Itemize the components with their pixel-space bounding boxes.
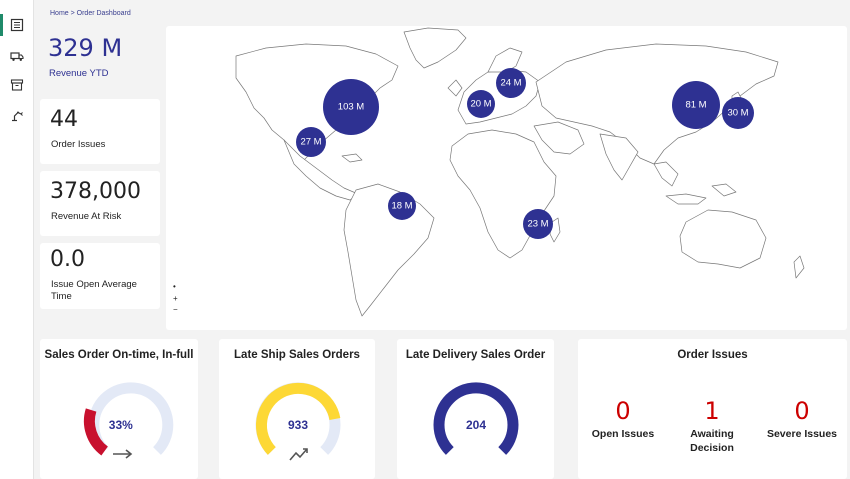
bubble-south-africa[interactable]: 23 M: [523, 209, 553, 239]
svg-text:27 M: 27 M: [300, 137, 321, 148]
gauge-fill: [83, 408, 109, 456]
svg-text:20 M: 20 M: [470, 99, 491, 110]
nav-item-orders[interactable]: [0, 12, 34, 38]
severe-issues-stat[interactable]: 0 Severe Issues: [757, 397, 847, 441]
trending-up-icon: [289, 448, 308, 461]
kpi-label: Issue Open Average Time: [51, 279, 137, 302]
svg-text:18 M: 18 M: [391, 201, 412, 212]
kpi-value: 44: [50, 107, 78, 132]
nav-item-shipping[interactable]: [0, 43, 34, 69]
gauge-card-late-delivery[interactable]: Late Delivery Sales Order 204: [397, 339, 554, 479]
map-canvas[interactable]: 103 M 27 M 18 M 20 M 24 M 23 M: [166, 26, 847, 330]
truck-icon: [10, 52, 24, 61]
kpi-order-issues: 44 Order Issues: [40, 99, 160, 164]
svg-text:103 M: 103 M: [338, 102, 364, 113]
zoom-reset[interactable]: •: [173, 282, 176, 291]
flat-arrow-icon: [113, 449, 133, 459]
svg-text:23 M: 23 M: [527, 219, 548, 230]
card-title: Order Issues: [677, 349, 748, 361]
kpi-label: Order Issues: [51, 139, 106, 150]
kpi-label: Revenue At Risk: [51, 211, 122, 222]
open-issues-stat[interactable]: 0 Open Issues: [578, 397, 668, 441]
ontime-gauge: 33%: [83, 382, 174, 459]
kpi-label: Revenue YTD: [49, 68, 109, 79]
card-title: Sales Order On-time, In-full: [44, 349, 194, 361]
gauge-value: 933: [288, 418, 308, 432]
kpi-value: 329 M: [48, 34, 123, 62]
stat-value: 1: [704, 397, 720, 425]
awaiting-decision-stat[interactable]: 1 Awaiting Decision: [667, 397, 757, 455]
gauge-card-late-ship[interactable]: Late Ship Sales Orders 933: [219, 339, 375, 479]
world-map[interactable]: 103 M 27 M 18 M 20 M 24 M 23 M: [166, 26, 847, 330]
bubble-japan[interactable]: 30 M: [722, 97, 754, 129]
archive-icon: [10, 79, 24, 91]
gauge-card-ontime[interactable]: Sales Order On-time, In-full 33%: [40, 339, 198, 479]
revenue-bubbles: 103 M 27 M 18 M 20 M 24 M 23 M: [296, 68, 754, 239]
late-delivery-gauge: 204: [433, 382, 519, 455]
bubble-mexico[interactable]: 27 M: [296, 127, 326, 157]
bubble-brazil[interactable]: 18 M: [388, 192, 416, 220]
gauge-value: 33%: [109, 418, 133, 432]
robot-arm-icon: [12, 111, 23, 122]
nav-item-production[interactable]: [0, 102, 34, 128]
gauge-fill: [433, 382, 519, 455]
continents: [235, 27, 805, 317]
stat-value: 0: [615, 397, 631, 425]
zoom-in-button[interactable]: +: [173, 294, 178, 303]
order-issues-card[interactable]: Order Issues 0 Open Issues 1 Awaiting De…: [578, 339, 847, 479]
gauge-fill: [255, 382, 341, 455]
stat-label: Open Issues: [591, 428, 655, 440]
bubble-china[interactable]: 81 M: [672, 81, 720, 129]
bubble-central-europe[interactable]: 24 M: [496, 68, 526, 98]
svg-text:24 M: 24 M: [500, 78, 521, 89]
svg-text:81 M: 81 M: [685, 100, 706, 111]
svg-text:30 M: 30 M: [727, 108, 748, 119]
kpi-revenue-at-risk: 378,000 Revenue At Risk: [40, 171, 160, 236]
breadcrumb[interactable]: Home > Order Dashboard: [50, 10, 131, 17]
kpi-value: 0.0: [50, 247, 85, 272]
list-icon: [10, 18, 24, 32]
gauge-value: 204: [466, 418, 486, 432]
nav-item-inventory[interactable]: [0, 72, 34, 98]
kpi-value: 378,000: [50, 179, 141, 204]
card-title: Late Ship Sales Orders: [234, 349, 360, 361]
bubble-north-america[interactable]: 103 M: [323, 79, 379, 135]
zoom-out-button[interactable]: −: [173, 305, 178, 314]
card-title: Late Delivery Sales Order: [405, 349, 546, 361]
stat-label: Awaiting Decision: [690, 428, 734, 454]
stat-value: 0: [794, 397, 810, 425]
kpi-revenue-ytd: 329 M Revenue YTD: [38, 26, 162, 92]
late-ship-gauge: 933: [255, 382, 341, 461]
nav-rail: [0, 0, 34, 479]
bubble-western-europe[interactable]: 20 M: [467, 90, 495, 118]
stat-label: Severe Issues: [766, 428, 838, 440]
kpi-issue-open-average: 0.0 Issue Open Average Time: [40, 243, 160, 309]
